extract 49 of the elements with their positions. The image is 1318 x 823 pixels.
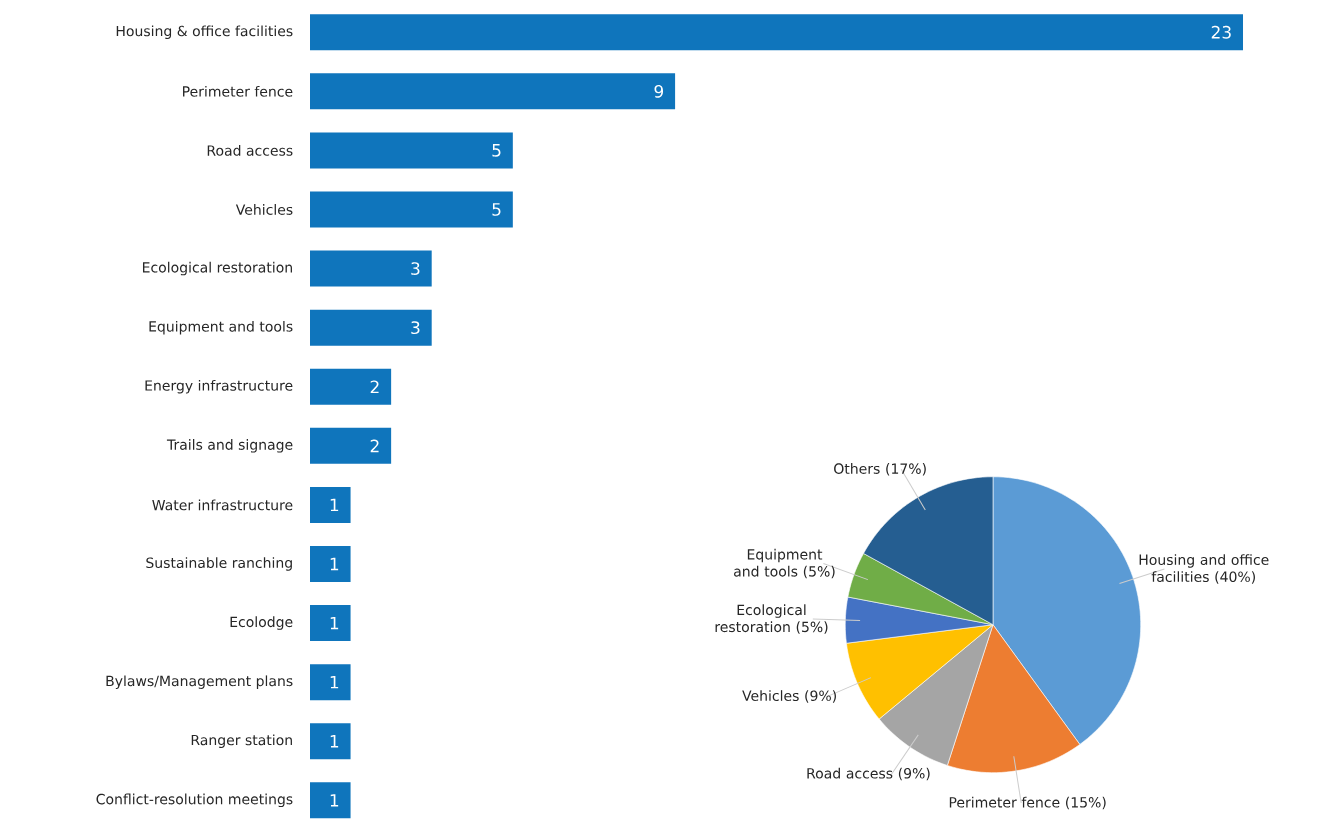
y-tick-label: Sustainable ranching <box>146 557 292 571</box>
slice-label: Ecological restoration (5%) <box>715 604 828 634</box>
y-tick-label: Ecolodge <box>230 616 293 630</box>
bar <box>310 14 1244 51</box>
data-label: 1 <box>330 735 339 748</box>
data-label: 1 <box>330 675 339 689</box>
slice-label: Housing and office facilities (40%) <box>1139 554 1269 584</box>
data-label: 2 <box>370 380 379 394</box>
y-tick-label: Equipment and tools <box>149 320 293 335</box>
slice-label: Equipment and tools (5%) <box>734 548 835 579</box>
data-label: 3 <box>411 321 420 335</box>
y-tick-label: Conflict-resolution meetings <box>96 793 293 808</box>
data-label: 1 <box>330 557 339 571</box>
bar <box>310 368 392 405</box>
y-tick-label: Housing & office facilities <box>116 25 293 40</box>
slice-label: Others (17%) <box>834 463 926 476</box>
bar <box>310 486 351 523</box>
slice-label: Road access (9%) <box>807 767 930 781</box>
y-tick-label: Trails and signage <box>166 439 293 453</box>
data-label: 2 <box>370 439 379 453</box>
data-label: 1 <box>330 794 339 807</box>
data-label: 23 <box>1211 25 1231 39</box>
y-tick-label: Ranger station <box>191 734 292 749</box>
y-tick-label: Water infrastructure <box>152 499 293 511</box>
data-label: 3 <box>411 262 420 276</box>
y-tick-label: Vehicles <box>235 204 293 215</box>
y-tick-label: Road access <box>207 145 293 156</box>
bar <box>310 664 351 701</box>
bar <box>310 309 432 346</box>
y-tick-label: Perimeter fence <box>183 85 293 97</box>
bar <box>310 132 513 169</box>
y-tick-label: Energy infrastructure <box>145 379 293 394</box>
data-label: 1 <box>330 616 339 630</box>
bar <box>310 427 392 464</box>
data-label: 9 <box>654 84 664 98</box>
slice-label: Perimeter fence (15%) <box>949 796 1106 810</box>
bar <box>310 723 351 760</box>
data-label: 1 <box>330 498 339 512</box>
bar <box>310 605 351 642</box>
bar <box>310 191 513 228</box>
y-tick-label: Bylaws/Management plans <box>106 675 293 689</box>
y-tick-label: Ecological restoration <box>143 261 292 276</box>
bar <box>310 73 676 110</box>
data-label: 5 <box>492 144 501 157</box>
bar <box>310 546 351 582</box>
bar <box>310 782 351 819</box>
slice-label: Vehicles (9%) <box>742 690 836 703</box>
data-label: 5 <box>492 203 501 216</box>
bar <box>310 250 432 287</box>
